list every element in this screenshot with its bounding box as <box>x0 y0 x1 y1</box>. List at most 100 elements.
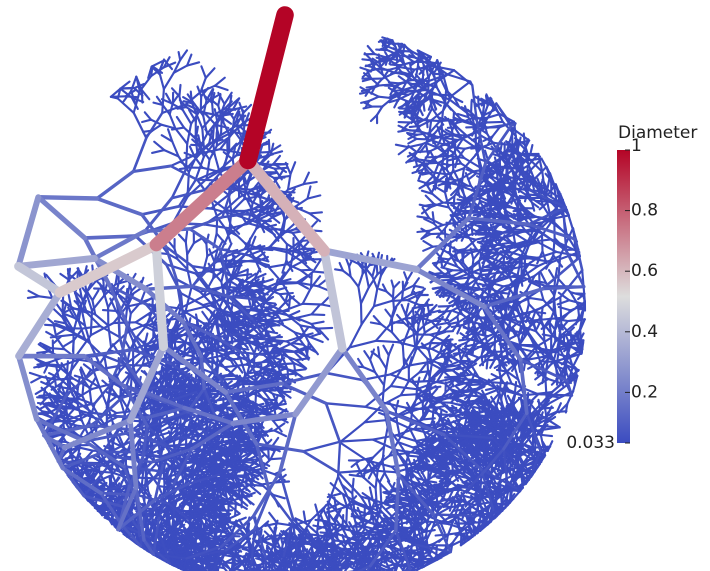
vessel <box>351 277 359 287</box>
vessel <box>386 291 393 297</box>
vessel <box>91 311 92 336</box>
vessel <box>309 213 320 221</box>
vessel <box>247 565 258 566</box>
vessel <box>215 78 225 86</box>
vessel <box>377 275 381 288</box>
vessel <box>384 369 386 386</box>
vessel <box>277 321 295 332</box>
vessel <box>255 362 267 364</box>
vessel <box>407 456 412 468</box>
vessel <box>289 296 290 309</box>
vessel <box>273 156 280 164</box>
vessel <box>247 269 248 279</box>
vessel <box>39 395 49 396</box>
vessel <box>297 314 312 318</box>
vessel <box>271 458 283 459</box>
vessel <box>364 351 370 360</box>
vessel <box>212 517 226 518</box>
vessel <box>186 242 187 254</box>
vessel <box>372 266 375 277</box>
vessel <box>392 300 408 301</box>
viewer: Diameter 0.0330.20.40.60.81 <box>0 0 710 571</box>
vessel <box>291 162 296 174</box>
vessel <box>468 384 480 385</box>
vessel <box>402 305 406 315</box>
vessel <box>311 305 319 314</box>
vessel <box>318 556 333 557</box>
vessel <box>103 310 116 311</box>
vessel <box>414 278 419 286</box>
vessel <box>142 120 151 122</box>
vessel <box>393 288 394 297</box>
vessel <box>235 503 236 516</box>
vessel <box>380 484 381 506</box>
vessel <box>374 301 392 306</box>
vessel <box>260 346 273 347</box>
vessel <box>275 168 287 169</box>
vessel <box>427 303 429 313</box>
vessel <box>311 314 324 315</box>
vessel <box>433 408 434 420</box>
vessel <box>301 270 312 271</box>
vessel <box>406 317 420 318</box>
vessel <box>151 522 152 534</box>
vessel <box>186 144 187 169</box>
vessel <box>389 345 393 356</box>
vessel <box>308 195 321 198</box>
vessel <box>243 373 245 387</box>
vessel <box>366 273 369 288</box>
vessel <box>341 422 365 441</box>
vessel <box>403 345 404 365</box>
vessel <box>206 244 207 256</box>
vessel <box>442 340 452 341</box>
vessel <box>206 531 221 532</box>
vessel <box>412 381 430 382</box>
vessel <box>286 244 287 260</box>
vessel <box>46 403 57 404</box>
vessel <box>111 96 126 97</box>
vessel <box>179 52 181 60</box>
vessel <box>383 346 388 356</box>
vessel <box>118 99 134 113</box>
vessel <box>174 341 192 343</box>
vessel <box>69 269 71 281</box>
vessel <box>340 443 367 461</box>
vessel-tree <box>18 15 585 571</box>
vessel <box>236 188 250 189</box>
vessel <box>380 473 385 482</box>
vessel <box>145 112 151 119</box>
vessel <box>146 517 147 534</box>
vessel <box>380 358 387 369</box>
vessel <box>28 296 39 298</box>
vessel <box>308 186 311 198</box>
vessel <box>269 140 270 152</box>
vessel <box>175 129 187 144</box>
vessel <box>215 439 216 454</box>
vessel <box>201 66 205 78</box>
vessel <box>39 412 51 413</box>
vessel <box>280 293 293 294</box>
vessel <box>407 273 412 281</box>
vessel <box>64 340 74 346</box>
vessel <box>30 373 42 377</box>
vessel <box>282 260 286 272</box>
vessel <box>386 355 388 368</box>
vessel <box>164 73 174 89</box>
vessel <box>66 397 67 412</box>
vessel <box>187 243 194 254</box>
vessel <box>346 259 349 266</box>
vessel <box>358 274 362 287</box>
vessel <box>61 335 75 337</box>
vessel <box>237 274 252 276</box>
vessel <box>346 507 347 524</box>
vessel <box>152 150 164 153</box>
vessel <box>427 359 428 372</box>
vessel <box>215 86 228 90</box>
vessel <box>290 296 299 304</box>
vessel <box>202 312 209 321</box>
vessel <box>358 287 361 304</box>
vessel <box>73 340 74 351</box>
vessel <box>151 66 152 76</box>
vessel <box>93 290 99 300</box>
vessel <box>229 505 240 514</box>
